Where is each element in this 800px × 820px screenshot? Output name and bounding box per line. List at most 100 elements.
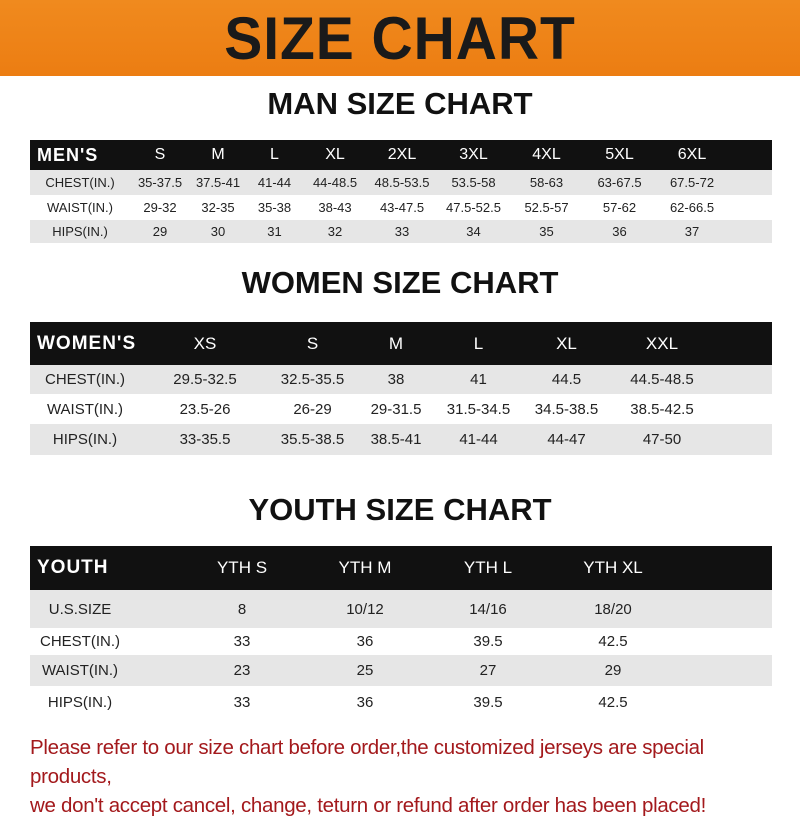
table-header-row: MEN'S S M L XL 2XL 3XL 4XL 5XL 6XL	[30, 140, 772, 170]
table-row: HIPS(IN.) 33-35.5 35.5-38.5 38.5-41 41-44 44-…	[30, 424, 772, 455]
table-cell: 23.5-26	[179, 400, 231, 418]
row-label: HIPS(IN.)	[52, 224, 108, 239]
table-cell: 44.5	[551, 371, 582, 388]
row-label: CHEST(IN.)	[45, 371, 125, 388]
table-cell: 25	[356, 662, 374, 679]
table-cell: 29.5-32.5	[173, 371, 237, 388]
row-label: HIPS(IN.)	[52, 431, 118, 448]
row-label: U.S.SIZE	[48, 600, 112, 618]
table-cell: 14/16	[469, 600, 507, 618]
size-column-header: S	[154, 146, 166, 163]
table-cell: 38	[387, 371, 405, 388]
table-cell: 27	[479, 662, 497, 679]
table-cell: 37.5-41	[195, 175, 241, 190]
size-column-header: XXL	[645, 333, 679, 353]
table-cell: 39.5	[473, 633, 503, 650]
table-cell: 34.5-38.5	[534, 400, 599, 418]
table-cell: 57-62	[602, 200, 637, 215]
table-header-label: YOUTH	[37, 557, 109, 578]
size-column-header: L	[473, 333, 484, 353]
table-cell: 39.5	[473, 693, 503, 711]
row-label: WAIST(IN.)	[46, 400, 124, 418]
table-row: HIPS(IN.) 33 36 39.5 42.5	[30, 686, 772, 718]
banner-title: SIZE CHART	[224, 4, 576, 72]
size-column-header: M	[211, 146, 225, 163]
table-cell: 58-63	[529, 175, 564, 190]
size-column-header: 6XL	[677, 146, 707, 163]
row-label: WAIST(IN.)	[47, 200, 113, 215]
table-cell: 31	[267, 224, 282, 239]
table-cell: 26-29	[293, 400, 332, 418]
men-size-table: MEN'S S M L XL 2XL 3XL 4XL 5XL 6XL CHEST(IN.) 35-37…	[30, 140, 772, 243]
table-cell: 34	[466, 224, 481, 239]
size-column-header: 2XL	[387, 146, 417, 163]
size-column-header: YTH M	[338, 558, 392, 577]
table-cell: 10/12	[346, 600, 384, 618]
table-row: U.S.SIZE 8 10/12 14/16 18/20	[30, 590, 772, 628]
size-column-header: XL	[556, 333, 577, 353]
banner: SIZE CHART	[0, 0, 800, 76]
table-cell: 48.5-53.5	[374, 175, 430, 190]
table-cell: 36	[356, 633, 374, 650]
table-cell: 53.5-58	[451, 175, 496, 190]
men-section-title: MAN SIZE CHART	[267, 86, 533, 121]
table-cell: 62-66.5	[669, 200, 715, 215]
table-cell: 38-43	[318, 200, 352, 215]
table-cell: 44-48.5	[312, 175, 358, 190]
row-label: WAIST(IN.)	[41, 662, 119, 679]
table-cell: 41-44	[459, 431, 498, 448]
table-cell: 36	[356, 693, 374, 711]
table-header-row: YOUTH YTH S YTH M YTH L YTH XL	[30, 546, 772, 590]
table-cell: 36	[612, 224, 627, 239]
size-column-header: 3XL	[459, 146, 488, 163]
table-cell: 67.5-72	[669, 175, 715, 190]
women-size-table: WOMEN'S XS S M L XL XXL CHEST(IN.) 29.5-32.5 32.5…	[30, 322, 772, 455]
table-row: CHEST(IN.) 29.5-32.5 32.5-35.5 38 41 44.5 44.5…	[30, 365, 772, 394]
table-row: HIPS(IN.) 29 30 31 32 33 34 35 36 37	[30, 220, 772, 243]
size-column-header: M	[388, 333, 404, 353]
table-row: WAIST(IN.) 23 25 27 29	[30, 655, 772, 686]
table-cell: 29-32	[143, 200, 177, 215]
size-column-header: 5XL	[605, 146, 634, 163]
table-cell: 52.5-57	[524, 200, 569, 215]
order-notice: Please refer to our size chart before or…	[30, 733, 790, 820]
table-cell: 41-44	[257, 175, 292, 190]
table-row: WAIST(IN.) 23.5-26 26-29 29-31.5 31.5-34.5 34…	[30, 394, 772, 424]
table-cell: 32.5-35.5	[280, 371, 345, 388]
table-cell: 44-47	[547, 431, 586, 448]
size-column-header: YTH L	[463, 558, 513, 577]
table-row: WAIST(IN.) 29-32 32-35 35-38 38-43 43-47.5 47.…	[30, 195, 772, 220]
table-row: CHEST(IN.) 35-37.5 37.5-41 41-44 44-48.5 48.5…	[30, 170, 772, 195]
table-cell: 47-50	[642, 431, 682, 448]
table-cell: 44.5-48.5	[630, 371, 694, 388]
table-cell: 30	[210, 224, 226, 239]
size-column-header: 4XL	[532, 146, 561, 163]
table-cell: 35	[539, 224, 554, 239]
table-cell: 42.5	[598, 633, 628, 650]
table-cell: 43-47.5	[379, 200, 425, 215]
size-column-header: XS	[193, 333, 217, 353]
row-label: CHEST(IN.)	[45, 175, 115, 190]
table-header-row: WOMEN'S XS S M L XL XXL	[30, 322, 772, 365]
table-cell: 47.5-52.5	[446, 200, 501, 215]
table-cell: 38.5-42.5	[630, 400, 694, 418]
table-cell: 32	[327, 224, 343, 239]
women-section-title: WOMEN SIZE CHART	[241, 265, 559, 300]
size-column-header: S	[306, 333, 319, 353]
table-cell: 42.5	[598, 693, 628, 711]
table-cell: 29	[152, 224, 168, 239]
row-label: CHEST(IN.)	[40, 633, 120, 650]
table-row: CHEST(IN.) 33 36 39.5 42.5	[30, 628, 772, 655]
table-cell: 8	[237, 600, 247, 618]
row-label: HIPS(IN.)	[47, 693, 113, 711]
size-column-header: YTH XL	[583, 558, 643, 577]
table-cell: 29-31.5	[370, 400, 422, 418]
table-cell: 41	[470, 371, 487, 388]
table-cell: 23	[233, 662, 251, 679]
table-header-label: MEN'S	[37, 144, 99, 165]
size-column-header: L	[270, 146, 279, 163]
table-cell: 33	[233, 633, 251, 650]
table-cell: 35.5-38.5	[280, 431, 345, 448]
order-notice-line-1: Please refer to our size chart before or…	[30, 736, 704, 788]
table-cell: 35-38	[257, 200, 292, 215]
